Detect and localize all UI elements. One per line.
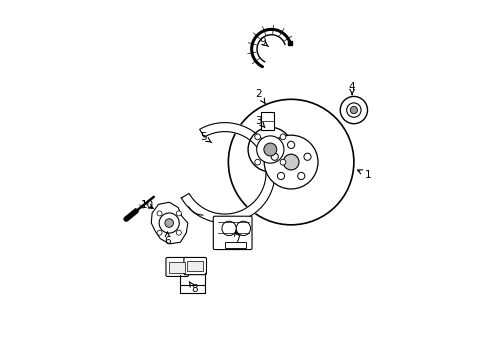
Circle shape [256,136,284,163]
Circle shape [157,230,162,235]
Polygon shape [181,123,274,223]
Circle shape [297,172,304,180]
Text: 6: 6 [164,232,170,246]
Circle shape [264,135,317,189]
Text: 7: 7 [234,231,240,244]
Circle shape [303,153,310,160]
Circle shape [157,211,162,216]
Circle shape [247,127,292,172]
Circle shape [264,143,276,156]
Circle shape [222,221,236,235]
Circle shape [287,141,294,148]
Polygon shape [151,202,187,244]
Text: 2: 2 [255,89,265,104]
Circle shape [228,99,353,225]
Circle shape [254,134,260,140]
Circle shape [277,172,284,180]
FancyBboxPatch shape [213,216,251,249]
Text: 10: 10 [141,200,154,210]
FancyBboxPatch shape [183,257,206,275]
Circle shape [283,154,298,170]
Text: 5: 5 [200,132,211,143]
Circle shape [176,230,181,235]
Circle shape [159,213,179,233]
Circle shape [271,153,278,160]
Circle shape [164,219,173,227]
Circle shape [280,134,285,140]
Circle shape [176,211,181,216]
Circle shape [340,96,367,124]
FancyBboxPatch shape [180,285,204,293]
FancyBboxPatch shape [169,262,185,273]
Text: 1: 1 [357,170,371,180]
Circle shape [236,221,250,235]
Circle shape [254,159,260,165]
Circle shape [280,159,285,165]
Text: 4: 4 [348,82,355,95]
Text: 3: 3 [255,116,264,128]
Circle shape [346,103,360,117]
Text: 9: 9 [259,37,268,47]
FancyBboxPatch shape [224,242,246,248]
FancyBboxPatch shape [187,261,203,271]
Text: 8: 8 [189,282,197,294]
Circle shape [349,107,357,114]
FancyBboxPatch shape [261,112,274,130]
FancyBboxPatch shape [165,257,188,276]
